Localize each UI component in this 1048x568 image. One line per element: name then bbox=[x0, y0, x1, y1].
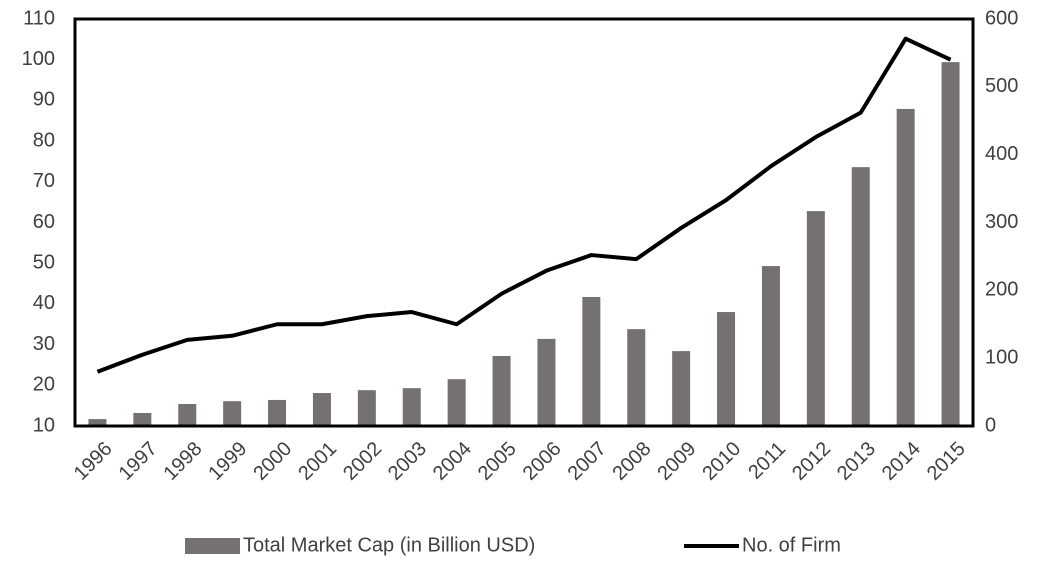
y-tick-label: 40 bbox=[33, 292, 55, 314]
bar bbox=[851, 167, 870, 426]
bar bbox=[447, 379, 466, 426]
plot-border bbox=[73, 17, 975, 428]
y-tick-label: 100 bbox=[22, 48, 55, 70]
x-tick-label: 2010 bbox=[698, 438, 745, 485]
x-tick-label: 1997 bbox=[115, 438, 162, 485]
bar bbox=[133, 412, 152, 426]
bar bbox=[268, 399, 287, 426]
y-tick-label: 70 bbox=[33, 170, 55, 192]
bar bbox=[88, 419, 107, 426]
x-tick-label: 2013 bbox=[833, 438, 880, 485]
legend-swatch bbox=[185, 538, 240, 554]
bar bbox=[806, 211, 825, 426]
bar bbox=[312, 393, 331, 426]
bar bbox=[672, 351, 691, 426]
y-tick-label: 90 bbox=[33, 89, 55, 111]
x-tick-label: 2008 bbox=[608, 438, 655, 485]
legend-label: No. of Firm bbox=[742, 534, 841, 556]
bar bbox=[357, 390, 376, 426]
y2-tick-label: 100 bbox=[985, 346, 1018, 368]
y2-tick-label: 400 bbox=[985, 143, 1018, 165]
y2-tick-label: 0 bbox=[985, 414, 996, 436]
bar bbox=[402, 388, 421, 426]
x-tick-label: 2005 bbox=[474, 438, 521, 485]
x-tick-label: 2007 bbox=[564, 438, 611, 485]
bar bbox=[941, 62, 960, 426]
x-tick-label: 2003 bbox=[384, 438, 431, 485]
bar bbox=[627, 329, 646, 426]
x-tick-label: 2015 bbox=[923, 438, 970, 485]
legend-label: Total Market Cap (in Billion USD) bbox=[243, 534, 535, 556]
x-tick-label: 2004 bbox=[429, 438, 476, 485]
x-tick-label: 2012 bbox=[788, 438, 835, 485]
y-tick-label: 10 bbox=[33, 414, 55, 436]
bar bbox=[178, 404, 197, 426]
x-tick-label: 2000 bbox=[249, 438, 296, 485]
x-tick-label: 2002 bbox=[339, 438, 386, 485]
y2-tick-label: 300 bbox=[985, 211, 1018, 233]
x-tick-label: 2014 bbox=[878, 438, 925, 485]
y-tick-label: 30 bbox=[33, 333, 55, 355]
bar bbox=[582, 296, 601, 426]
bar bbox=[223, 401, 242, 426]
bar bbox=[896, 108, 915, 427]
x-tick-label: 1996 bbox=[70, 438, 117, 485]
bar bbox=[717, 312, 736, 426]
line bbox=[96, 36, 952, 374]
y-tick-label: 110 bbox=[23, 7, 55, 29]
bar bbox=[761, 266, 780, 426]
x-tick-label: 2009 bbox=[653, 438, 700, 485]
x-tick-label: 2006 bbox=[519, 438, 566, 485]
x-tick-label: 1999 bbox=[204, 438, 251, 485]
y2-tick-label: 600 bbox=[985, 7, 1018, 29]
bar bbox=[492, 355, 511, 426]
y-tick-label: 20 bbox=[33, 374, 55, 396]
bar bbox=[537, 338, 556, 426]
x-tick-label: 2001 bbox=[294, 438, 341, 485]
y-tick-label: 60 bbox=[33, 211, 55, 233]
y2-tick-label: 500 bbox=[985, 75, 1018, 97]
x-tick-label: 1998 bbox=[159, 438, 206, 485]
y-tick-label: 80 bbox=[33, 129, 55, 151]
x-tick-label: 2011 bbox=[744, 438, 790, 484]
y2-tick-label: 200 bbox=[985, 279, 1018, 301]
y-tick-label: 50 bbox=[33, 251, 55, 273]
